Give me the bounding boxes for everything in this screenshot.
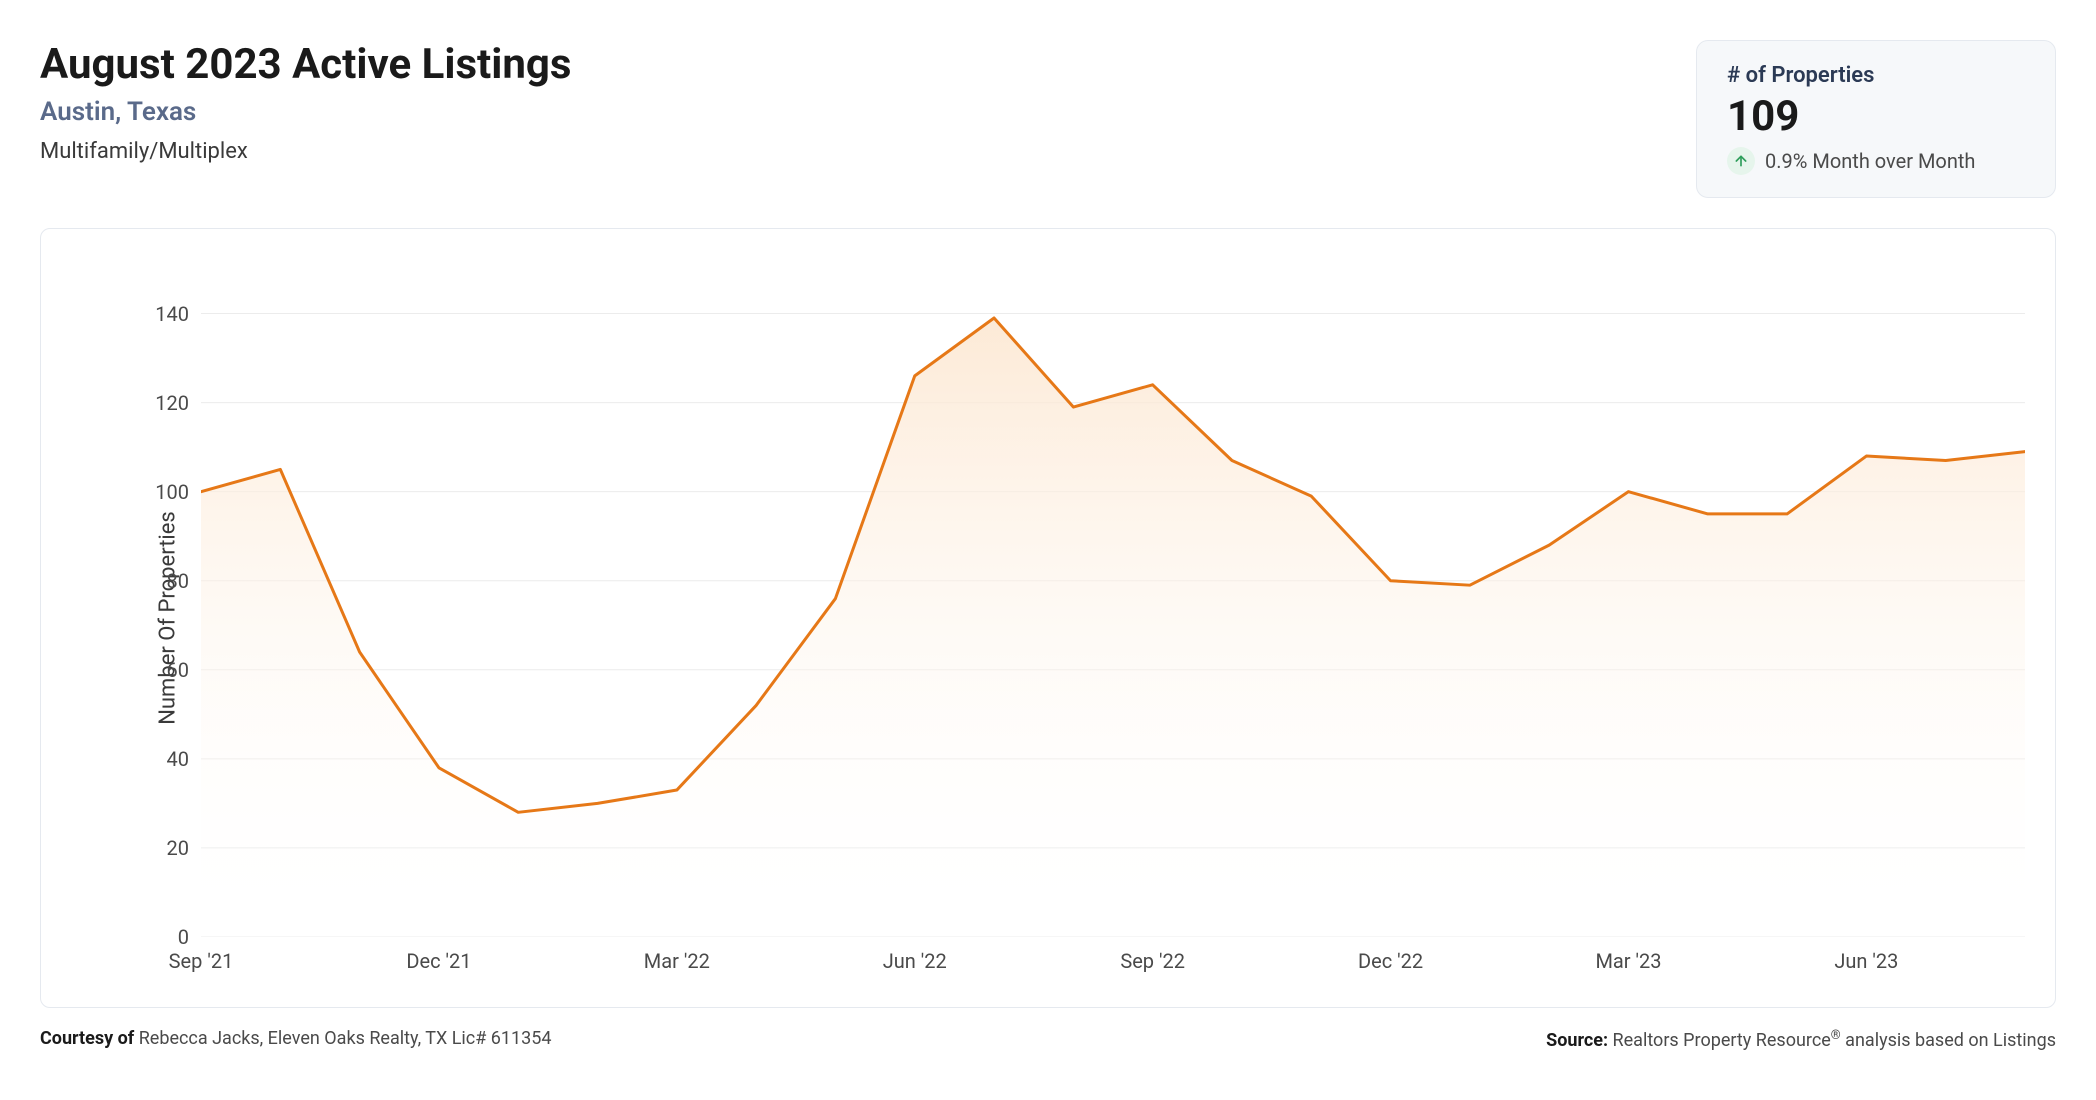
stat-card-label: # of Properties [1727, 63, 2025, 88]
footer-source-sup: ® [1831, 1028, 1841, 1043]
footer-source-pre: Realtors Property Resource [1613, 1030, 1831, 1051]
arrow-up-icon [1727, 147, 1755, 175]
property-type-label: Multifamily/Multiplex [40, 139, 571, 164]
x-tick-label: Sep '22 [1120, 937, 1185, 973]
chart-area-fill [201, 318, 2025, 937]
y-tick-label: 140 [141, 302, 201, 326]
y-tick-label: 100 [141, 480, 201, 504]
title-block: August 2023 Active Listings Austin, Texa… [40, 40, 571, 164]
footer-source: Source: Realtors Property Resource® anal… [1546, 1028, 2056, 1051]
x-tick-label: Mar '23 [1595, 937, 1661, 973]
x-tick-label: Mar '22 [644, 937, 710, 973]
stat-card-change-text: 0.9% Month over Month [1765, 149, 1975, 173]
y-tick-label: 120 [141, 391, 201, 415]
page-title: August 2023 Active Listings [40, 40, 571, 89]
footer-courtesy-prefix: Courtesy of [40, 1028, 139, 1049]
x-tick-label: Dec '22 [1358, 937, 1423, 973]
y-tick-label: 40 [141, 747, 201, 771]
footer-source-post: analysis based on Listings [1841, 1030, 2056, 1051]
stat-card-value: 109 [1727, 92, 2025, 141]
y-tick-label: 20 [141, 836, 201, 860]
x-tick-label: Jun '23 [1834, 937, 1898, 973]
page-root: August 2023 Active Listings Austin, Texa… [0, 0, 2096, 1100]
footer-source-prefix: Source: [1546, 1030, 1612, 1051]
chart-container: Number Of Properties 020406080100120140S… [40, 228, 2056, 1008]
footer-courtesy-text: Rebecca Jacks, Eleven Oaks Realty, TX Li… [139, 1028, 552, 1049]
stat-card: # of Properties 109 0.9% Month over Mont… [1696, 40, 2056, 198]
y-tick-label: 80 [141, 569, 201, 593]
x-tick-label: Jun '22 [883, 937, 947, 973]
stat-card-change: 0.9% Month over Month [1727, 147, 2025, 175]
location-subtitle: Austin, Texas [40, 97, 571, 127]
plot-area: 020406080100120140Sep '21Dec '21Mar '22J… [201, 269, 2025, 937]
footer-row: Courtesy of Rebecca Jacks, Eleven Oaks R… [40, 1028, 2056, 1051]
header-row: August 2023 Active Listings Austin, Texa… [40, 40, 2056, 198]
footer-courtesy: Courtesy of Rebecca Jacks, Eleven Oaks R… [40, 1028, 551, 1051]
y-tick-label: 60 [141, 658, 201, 682]
y-axis-title: Number Of Properties [155, 511, 180, 725]
x-tick-label: Dec '21 [406, 937, 471, 973]
chart-svg [201, 269, 2025, 937]
x-tick-label: Sep '21 [169, 937, 234, 973]
